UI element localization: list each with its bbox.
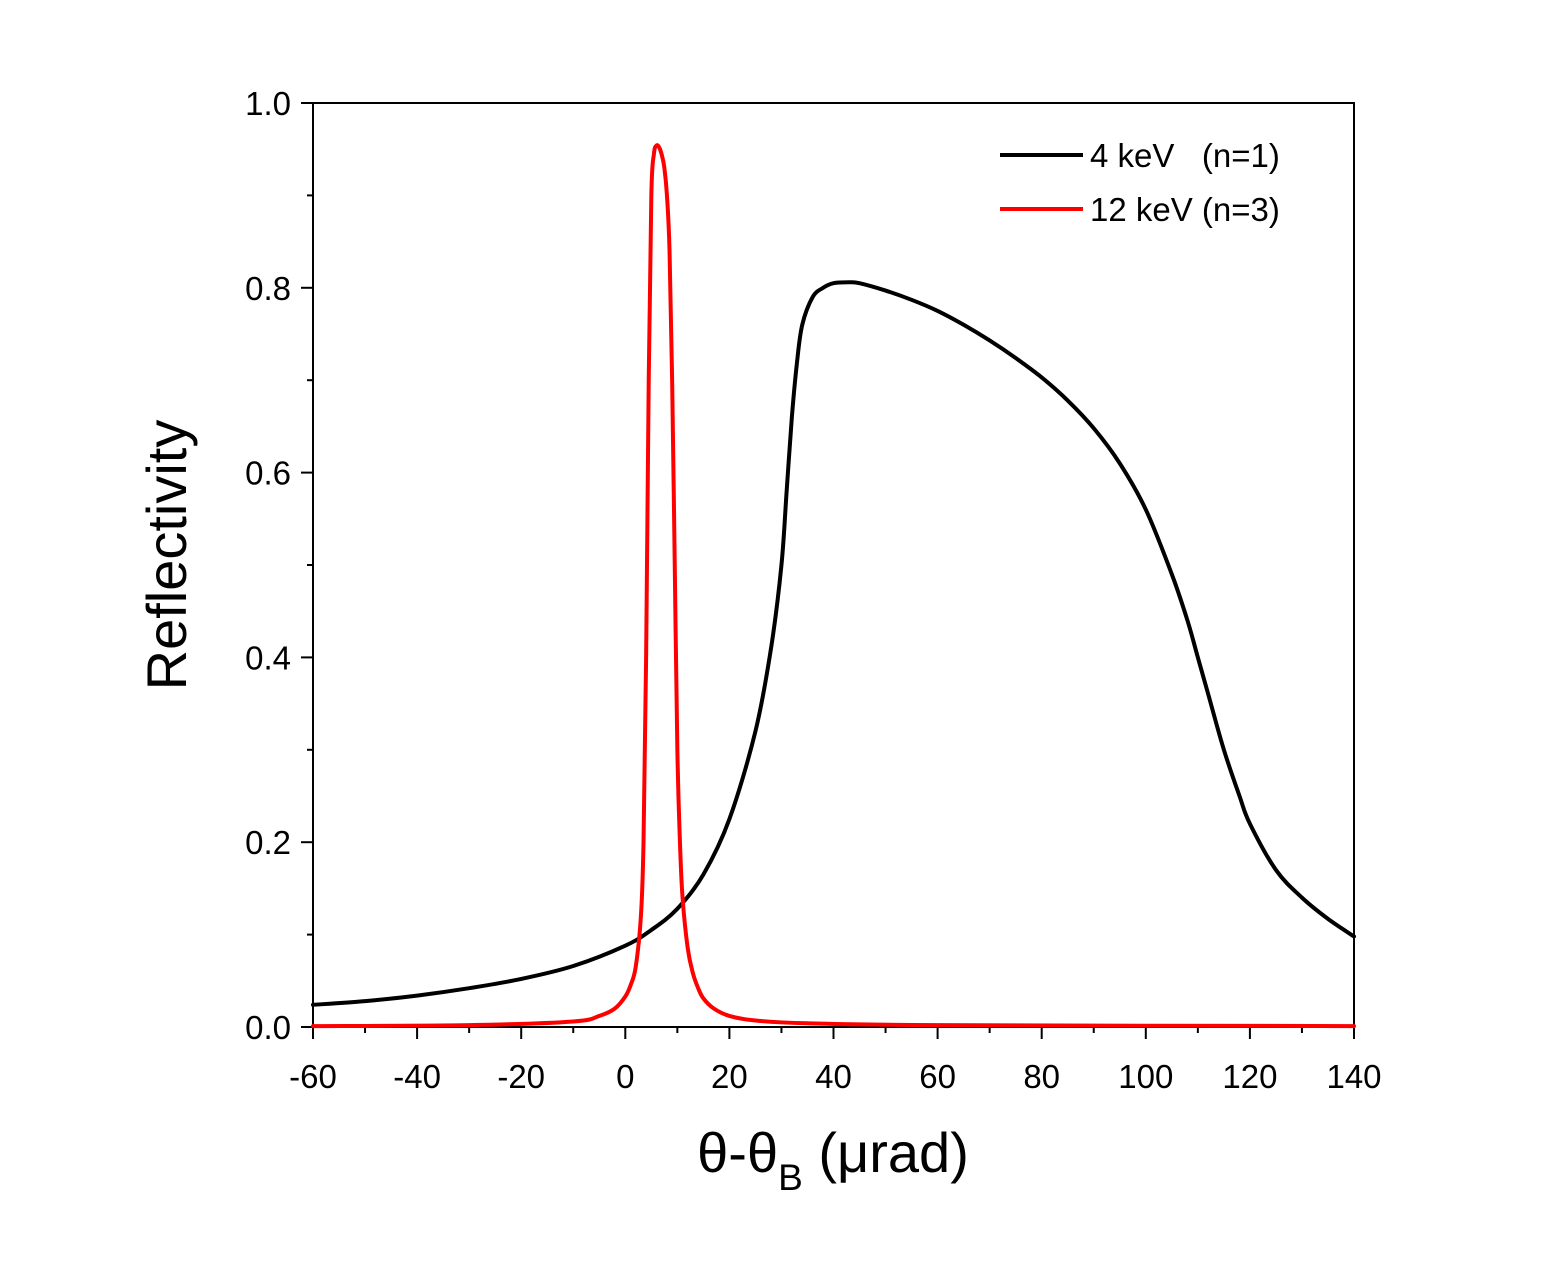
x-axis-title: θ-θB (μrad) [697, 1121, 969, 1198]
y-tick-label: 0.2 [245, 824, 291, 861]
x-tick-label: 20 [711, 1058, 748, 1095]
x-tick-label: 100 [1118, 1058, 1173, 1095]
legend-label-1: 4 keV (n=1) [1090, 137, 1280, 174]
y-tick-label: 0.4 [245, 639, 291, 676]
legend-label-2: 12 keV (n=3) [1090, 191, 1280, 228]
y-tick-label: 1.0 [245, 85, 291, 122]
x-tick-label: 80 [1023, 1058, 1060, 1095]
x-tick-label: 0 [616, 1058, 634, 1095]
y-axis-title: Reflectivity [135, 420, 198, 691]
x-tick-label: -60 [289, 1058, 337, 1095]
x-tick-label: -40 [393, 1058, 441, 1095]
plot-frame [312, 102, 1355, 1028]
x-tick-label: 60 [919, 1058, 956, 1095]
x-tick-label: 120 [1222, 1058, 1277, 1095]
x-tick-label: 140 [1326, 1058, 1381, 1095]
axis-tick-labels: -60 -40 -20 0 20 40 60 80 100 120 140 0.0 0.2 0.4 0.6 0… [245, 85, 1381, 1095]
series-line-1 [311, 280, 1356, 1007]
x-axis-title-main: θ-θ [697, 1121, 778, 1184]
x-tick-label: -20 [497, 1058, 545, 1095]
y-tick-label: 0.0 [245, 1009, 291, 1046]
y-tick-label: 0.8 [245, 270, 291, 307]
x-axis-title-unit: (μrad) [803, 1121, 969, 1184]
axis-ticks [301, 102, 1355, 1039]
series-layer [311, 143, 1356, 1029]
series-line-2 [311, 143, 1356, 1029]
y-tick-label: 0.6 [245, 455, 291, 492]
legend: 4 keV (n=1) 12 keV (n=3) [1000, 137, 1280, 228]
x-axis-title-subscript: B [778, 1157, 803, 1198]
x-tick-label: 40 [815, 1058, 852, 1095]
